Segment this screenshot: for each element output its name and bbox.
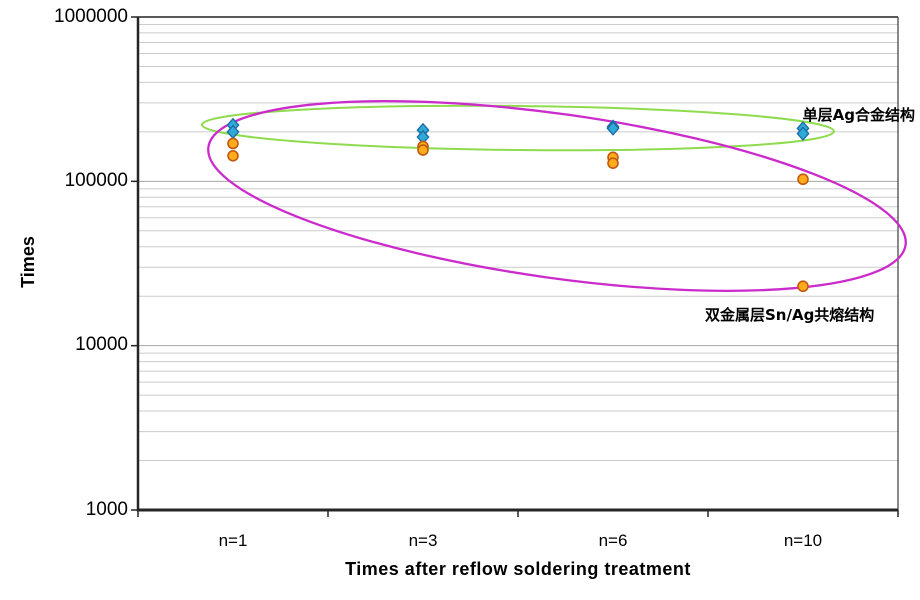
group-ellipse-ag-alloy-group [201, 104, 835, 152]
marker-diamond-ag-alloy [796, 126, 810, 142]
marker-diamond-ag-alloy [606, 121, 620, 136]
marker-circle-sn-ag [227, 150, 239, 162]
marker-circle-sn-ag [797, 173, 809, 186]
marker-circle-sn-ag [797, 280, 809, 293]
y-tick-label-1000000: 1000000 [54, 6, 128, 27]
group-ellipse-sn-ag-group [207, 100, 907, 292]
y-tick-label-100000: 100000 [64, 170, 128, 191]
y-axis-title: Times [18, 236, 38, 288]
y-tick-label-10000: 10000 [75, 334, 128, 355]
series-label-sn-ag-eutectic: 双金属层Sn/Ag共熔结构 [705, 306, 875, 324]
x-tick-label-n10: n=10 [783, 531, 823, 550]
x-tick-label-n3: n=3 [408, 531, 438, 550]
series-label-ag-alloy: 单层Ag合金结构 [802, 106, 915, 124]
x-tick-label-n1: n=1 [218, 531, 248, 550]
marker-circle-sn-ag [417, 144, 429, 156]
y-tick-label-1000: 1000 [85, 499, 128, 520]
x-axis-title: Times after reflow soldering treatment [345, 559, 691, 579]
x-tick-label-n6: n=6 [598, 531, 628, 550]
marker-circle-sn-ag [227, 137, 239, 150]
marker-circle-sn-ag [607, 157, 619, 169]
